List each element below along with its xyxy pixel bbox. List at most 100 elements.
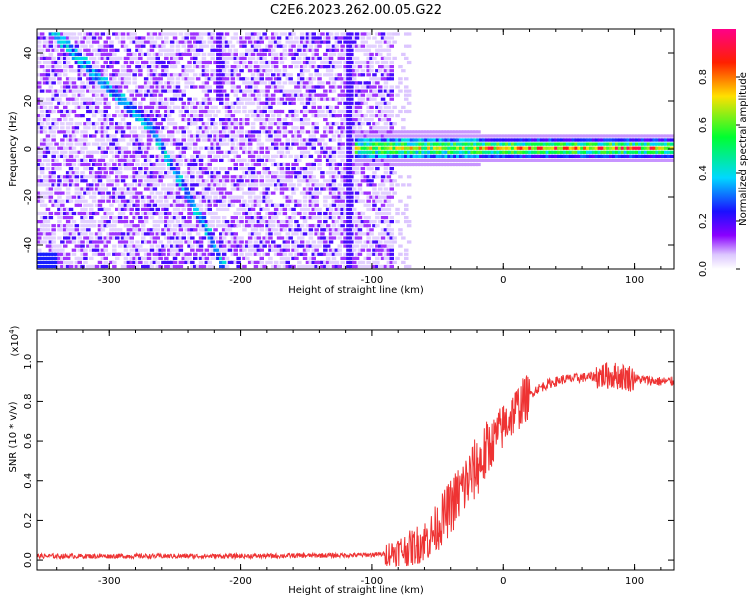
heatmap-cell bbox=[383, 101, 389, 105]
heatmap-cell bbox=[100, 248, 106, 252]
heatmap-cell bbox=[398, 77, 403, 81]
heatmap-cell bbox=[331, 171, 337, 175]
heatmap-cell bbox=[346, 203, 351, 207]
heatmap-cell bbox=[288, 77, 293, 81]
heatmap-cell bbox=[236, 244, 241, 248]
heatmap-cell bbox=[94, 122, 100, 126]
heatmap-cell bbox=[172, 175, 178, 179]
heatmap-cell bbox=[169, 183, 175, 187]
heatmap-cell bbox=[210, 179, 215, 183]
heatmap-cell bbox=[317, 220, 322, 224]
heatmap-cell bbox=[271, 162, 276, 167]
heatmap-cell bbox=[369, 56, 374, 60]
heatmap-cell bbox=[216, 40, 221, 44]
heatmap-cell bbox=[383, 179, 389, 183]
heatmap-cell bbox=[259, 179, 264, 183]
heatmap-cell bbox=[383, 207, 389, 211]
heatmap-cell bbox=[39, 89, 45, 93]
heatmap-cell bbox=[268, 216, 273, 220]
heatmap-cell bbox=[349, 109, 354, 114]
heatmap-cell bbox=[195, 134, 201, 138]
heatmap-cell bbox=[195, 232, 201, 236]
heatmap-cell bbox=[129, 211, 134, 216]
heatmap-cell bbox=[317, 150, 322, 154]
heatmap-cell bbox=[91, 195, 97, 199]
heatmap-cell bbox=[245, 36, 250, 40]
heatmap-cell bbox=[37, 260, 42, 264]
heatmap-cell bbox=[337, 203, 342, 207]
heatmap-cell bbox=[86, 69, 91, 73]
heatmap-cell bbox=[117, 203, 123, 207]
heatmap-cell bbox=[343, 77, 348, 81]
heatmap-cell bbox=[89, 167, 94, 171]
heatmap-cell bbox=[357, 105, 363, 109]
heatmap-cell bbox=[219, 56, 224, 60]
heatmap-cell bbox=[276, 264, 282, 269]
heatmap-cell bbox=[195, 65, 201, 69]
heatmap-cell bbox=[216, 150, 221, 154]
heatmap-cell bbox=[60, 248, 65, 252]
heatmap-cell bbox=[395, 130, 400, 134]
heatmap-cell bbox=[65, 162, 71, 167]
heatmap-cell bbox=[193, 203, 198, 207]
heatmap-cell bbox=[389, 256, 394, 260]
heatmap-cell bbox=[337, 126, 342, 130]
heatmap-cell bbox=[103, 69, 108, 73]
heatmap-cell bbox=[340, 232, 345, 236]
heatmap-cell bbox=[184, 195, 189, 199]
heatmap-cell bbox=[271, 97, 276, 101]
heatmap-cell bbox=[233, 73, 238, 77]
heatmap-cell bbox=[71, 85, 77, 89]
heatmap-cell bbox=[184, 81, 189, 85]
heatmap-cell bbox=[314, 73, 319, 77]
heatmap-cell bbox=[91, 101, 97, 105]
heatmap-cell bbox=[216, 109, 221, 114]
heatmap-cell bbox=[305, 150, 311, 154]
heatmap-cell bbox=[233, 101, 238, 105]
heatmap-cell bbox=[97, 138, 103, 142]
heatmap-cell bbox=[141, 207, 146, 211]
heatmap-cell bbox=[187, 158, 192, 162]
heatmap-cell bbox=[135, 264, 140, 269]
heatmap-cell bbox=[91, 142, 97, 146]
heatmap-cell bbox=[42, 81, 48, 85]
heatmap-cell bbox=[123, 158, 129, 162]
heatmap-cell bbox=[401, 260, 406, 264]
heatmap-cell bbox=[383, 109, 389, 114]
heatmap-cell bbox=[60, 36, 65, 40]
heatmap-cell bbox=[302, 65, 308, 69]
heatmap-cell bbox=[158, 162, 163, 167]
heatmap-cell bbox=[80, 224, 85, 228]
heatmap-cell bbox=[256, 81, 262, 85]
heatmap-cell bbox=[219, 207, 224, 211]
heatmap-cell bbox=[221, 199, 227, 203]
heatmap-cell bbox=[331, 158, 337, 162]
heatmap-cell bbox=[352, 109, 357, 114]
heatmap-cell bbox=[158, 52, 163, 56]
heatmap-cell bbox=[129, 195, 134, 199]
heatmap-cell bbox=[253, 236, 259, 240]
heatmap-cell bbox=[213, 97, 218, 101]
heatmap-cell bbox=[227, 228, 233, 232]
heatmap-cell bbox=[77, 162, 82, 167]
heatmap-cell bbox=[120, 36, 126, 40]
heatmap-cell bbox=[45, 183, 51, 187]
heatmap-cell bbox=[132, 228, 137, 232]
heatmap-cell bbox=[51, 232, 56, 236]
heatmap-cell bbox=[74, 56, 80, 60]
heatmap-cell bbox=[273, 122, 279, 126]
heatmap-cell bbox=[86, 85, 91, 89]
heatmap-cell bbox=[282, 244, 288, 248]
heatmap-cell bbox=[65, 97, 71, 101]
heatmap-cell bbox=[175, 105, 181, 109]
heatmap-cell bbox=[366, 179, 371, 183]
heatmap-cell bbox=[253, 77, 259, 81]
heatmap-cell bbox=[178, 154, 184, 158]
heatmap-cell bbox=[256, 224, 262, 228]
heatmap-cell bbox=[143, 142, 149, 146]
heatmap-cell bbox=[143, 211, 149, 216]
heatmap-cell bbox=[169, 44, 175, 48]
heatmap-cell bbox=[115, 138, 120, 142]
heatmap-cell bbox=[357, 150, 363, 154]
heatmap-cell bbox=[288, 220, 293, 224]
